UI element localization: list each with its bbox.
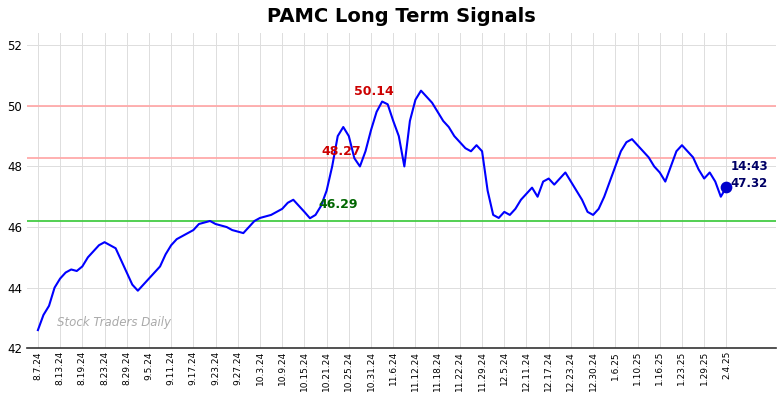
Text: 47.32: 47.32 xyxy=(731,177,768,190)
Text: 48.27: 48.27 xyxy=(321,145,361,158)
Title: PAMC Long Term Signals: PAMC Long Term Signals xyxy=(267,7,536,26)
Text: 50.14: 50.14 xyxy=(354,86,394,98)
Text: 14:43: 14:43 xyxy=(731,160,768,174)
Point xyxy=(720,184,732,190)
Text: Stock Traders Daily: Stock Traders Daily xyxy=(56,316,171,330)
Text: 46.29: 46.29 xyxy=(318,198,358,211)
